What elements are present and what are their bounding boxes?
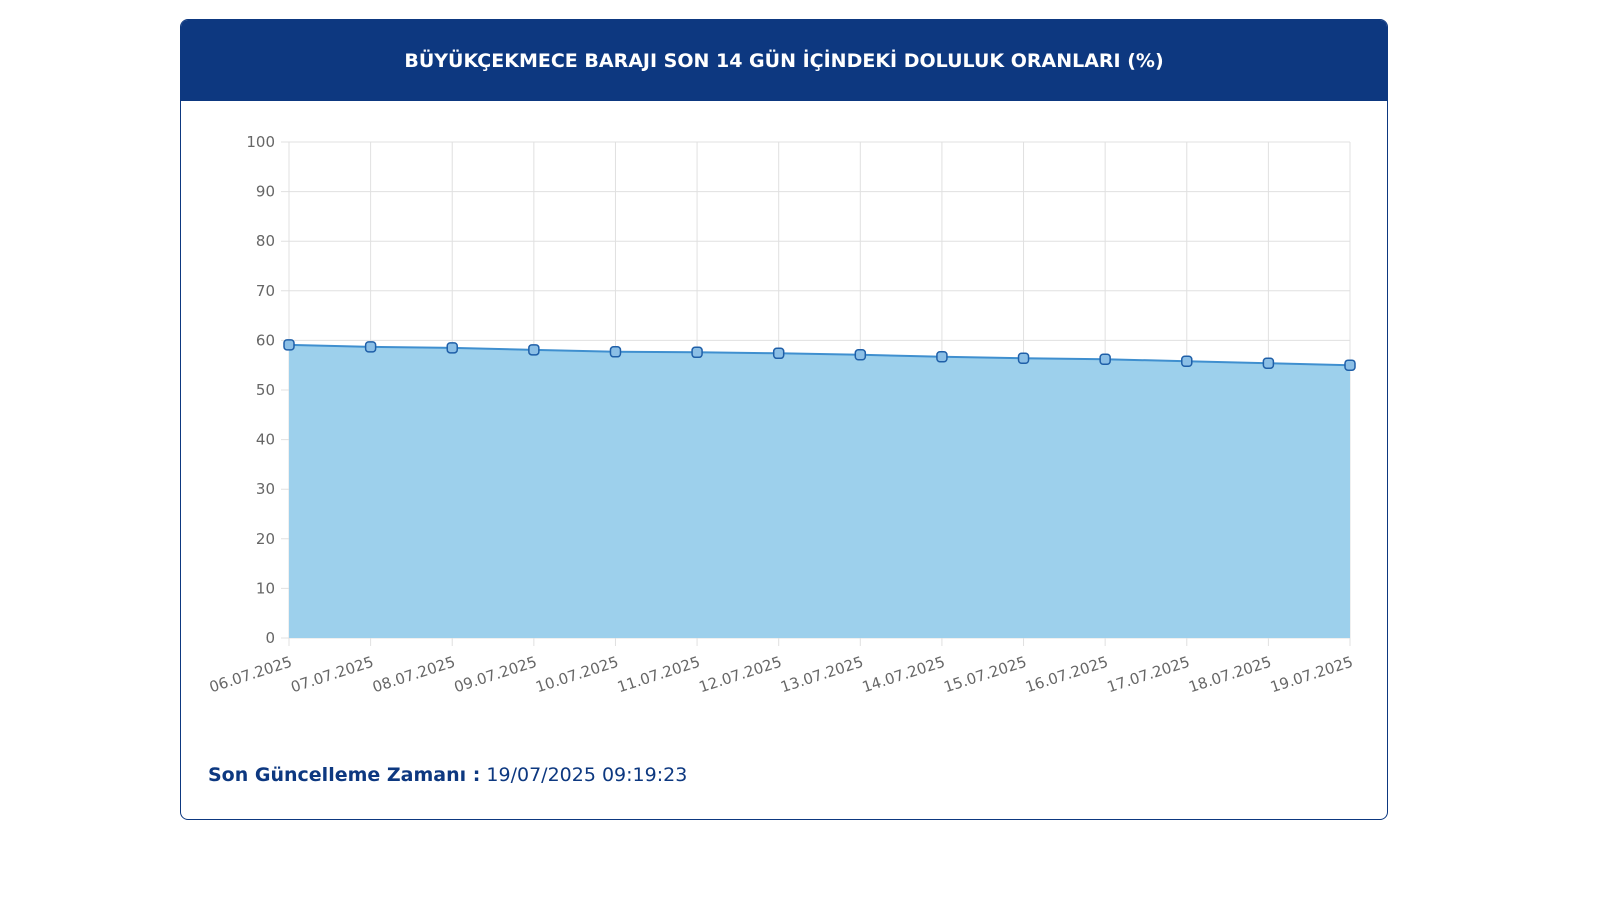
chart-title: BÜYÜKÇEKMECE BARAJI SON 14 GÜN İÇİNDEKİ … xyxy=(181,20,1387,101)
x-tick-label: 19.07.2025 xyxy=(1268,653,1355,697)
point-marker xyxy=(1344,359,1356,371)
update-time: 19/07/2025 09:19:23 xyxy=(486,764,688,786)
y-tick-label: 0 xyxy=(265,629,275,647)
line xyxy=(288,343,1351,367)
y-tick-label: 20 xyxy=(256,530,275,548)
point-marker xyxy=(854,349,867,361)
point-marker xyxy=(1181,355,1193,367)
point-marker xyxy=(936,351,948,363)
y-tick-label: 30 xyxy=(256,480,275,498)
x-tick-label: 16.07.2025 xyxy=(1023,653,1110,697)
update-info: Son Güncelleme Zamanı : 19/07/2025 09:19… xyxy=(208,764,687,786)
x-tick-label: 06.07.2025 xyxy=(207,653,294,697)
y-tick-label: 70 xyxy=(256,282,275,300)
y-tick-label: 80 xyxy=(256,232,275,250)
point-marker xyxy=(446,342,458,354)
point-marker xyxy=(283,339,295,351)
x-tick-label: 12.07.2025 xyxy=(697,653,784,697)
point-marker xyxy=(609,346,622,358)
point-marker xyxy=(772,347,785,360)
y-tick-label: 50 xyxy=(256,381,275,399)
x-tick-label: 14.07.2025 xyxy=(860,653,947,697)
y-tick-label: 60 xyxy=(256,331,275,349)
x-tick-label: 11.07.2025 xyxy=(615,653,702,697)
x-tick-label: 13.07.2025 xyxy=(778,653,865,697)
point-marker xyxy=(1017,352,1030,365)
y-tick-label: 10 xyxy=(256,579,275,597)
point-marker xyxy=(1099,353,1111,365)
x-tick-label: 08.07.2025 xyxy=(370,653,457,697)
point-marker xyxy=(528,344,540,356)
x-tick-label: 07.07.2025 xyxy=(289,653,376,697)
point-marker xyxy=(1262,357,1275,369)
area-fill xyxy=(289,344,1350,638)
x-tick-label: 09.07.2025 xyxy=(452,653,539,697)
x-tick-label: 10.07.2025 xyxy=(533,653,620,697)
x-tick-label: 18.07.2025 xyxy=(1186,653,1273,697)
y-tick-label: 100 xyxy=(246,133,275,151)
update-label: Son Güncelleme Zamanı : xyxy=(208,764,481,786)
y-tick-label: 40 xyxy=(256,431,275,449)
point-marker xyxy=(691,346,703,359)
point-marker xyxy=(364,341,377,353)
x-tick-label: 15.07.2025 xyxy=(942,653,1029,697)
x-tick-label: 17.07.2025 xyxy=(1105,653,1192,697)
y-tick-label: 90 xyxy=(256,183,275,201)
